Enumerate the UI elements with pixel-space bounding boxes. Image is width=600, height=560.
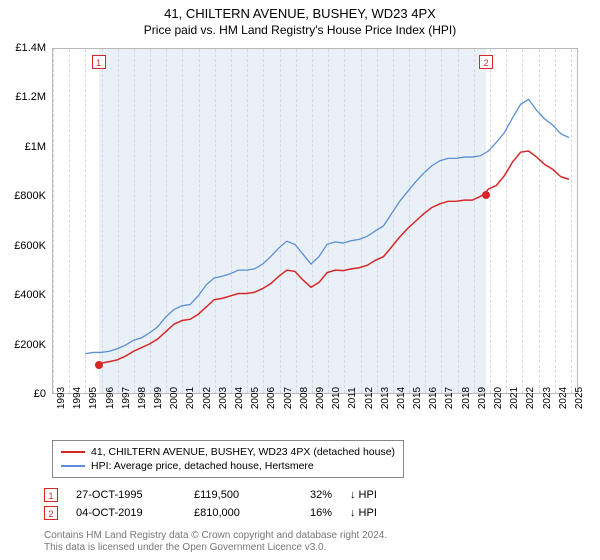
transaction-row: 2 04-OCT-2019 £810,000 16% ↓ HPI [44, 504, 377, 522]
marker-dot [95, 361, 103, 369]
y-tick-label: £1M [25, 141, 46, 153]
x-tick-label: 2016 [428, 387, 439, 409]
transaction-date: 27-OCT-1995 [76, 489, 176, 501]
transaction-pct: 16% [292, 507, 332, 519]
x-tick-label: 2018 [461, 387, 472, 409]
x-tick-label: 2007 [283, 387, 294, 409]
legend-swatch [61, 451, 85, 453]
x-tick-label: 2014 [396, 387, 407, 409]
transaction-marker: 2 [44, 506, 58, 520]
x-tick-label: 2012 [364, 387, 375, 409]
series-line [98, 151, 569, 364]
x-tick-label: 2004 [234, 387, 245, 409]
marker-label: 1 [92, 55, 106, 69]
x-tick-label: 2025 [574, 387, 585, 409]
legend-label: HPI: Average price, detached house, Hert… [91, 459, 314, 473]
legend-swatch [61, 465, 85, 467]
x-tick-label: 2020 [493, 387, 504, 409]
marker-label: 2 [479, 55, 493, 69]
x-tick-label: 1994 [72, 387, 83, 409]
x-tick-label: 2005 [250, 387, 261, 409]
x-tick-label: 2010 [331, 387, 342, 409]
y-tick-label: £200K [14, 339, 46, 351]
x-tick-label: 2017 [444, 387, 455, 409]
footer-line2: This data is licensed under the Open Gov… [44, 542, 387, 554]
transaction-marker: 1 [44, 488, 58, 502]
x-tick-label: 2023 [542, 387, 553, 409]
series-line [85, 99, 569, 353]
x-tick-label: 1999 [153, 387, 164, 409]
footer-attribution: Contains HM Land Registry data © Crown c… [44, 530, 387, 554]
x-tick-label: 1997 [121, 387, 132, 409]
x-tick-label: 1998 [137, 387, 148, 409]
y-tick-label: £0 [34, 388, 46, 400]
chart-subtitle: Price paid vs. HM Land Registry's House … [0, 23, 600, 37]
x-tick-label: 2019 [477, 387, 488, 409]
x-tick-label: 2003 [218, 387, 229, 409]
x-tick-label: 1995 [88, 387, 99, 409]
transaction-date: 04-OCT-2019 [76, 507, 176, 519]
lines-svg [53, 49, 577, 393]
x-tick-label: 2021 [509, 387, 520, 409]
x-tick-label: 2009 [315, 387, 326, 409]
x-tick-label: 2001 [185, 387, 196, 409]
x-tick-label: 1993 [56, 387, 67, 409]
x-tick-label: 2008 [299, 387, 310, 409]
transaction-pct: 32% [292, 489, 332, 501]
marker-dot [482, 191, 490, 199]
x-tick-label: 2024 [558, 387, 569, 409]
legend-item: HPI: Average price, detached house, Hert… [61, 459, 395, 473]
x-tick-label: 2015 [412, 387, 423, 409]
title-block: 41, CHILTERN AVENUE, BUSHEY, WD23 4PX Pr… [0, 0, 600, 37]
x-tick-label: 2011 [347, 387, 358, 409]
x-tick-label: 2006 [266, 387, 277, 409]
chart-title: 41, CHILTERN AVENUE, BUSHEY, WD23 4PX [0, 6, 600, 21]
y-tick-label: £600K [14, 240, 46, 252]
transaction-direction: ↓ HPI [350, 507, 377, 519]
x-axis: 1993199419951996199719981999200020012002… [52, 396, 578, 440]
y-tick-label: £400K [14, 289, 46, 301]
x-tick-label: 2000 [169, 387, 180, 409]
transaction-price: £810,000 [194, 507, 274, 519]
legend: 41, CHILTERN AVENUE, BUSHEY, WD23 4PX (d… [52, 440, 404, 478]
x-tick-label: 2002 [202, 387, 213, 409]
y-tick-label: £800K [14, 190, 46, 202]
footer-line1: Contains HM Land Registry data © Crown c… [44, 530, 387, 542]
y-axis: £0£200K£400K£600K£800K£1M£1.2M£1.4M [0, 48, 50, 394]
x-tick-label: 1996 [105, 387, 116, 409]
legend-label: 41, CHILTERN AVENUE, BUSHEY, WD23 4PX (d… [91, 445, 395, 459]
x-tick-label: 2022 [525, 387, 536, 409]
x-tick-label: 2013 [380, 387, 391, 409]
transactions-table: 1 27-OCT-1995 £119,500 32% ↓ HPI 2 04-OCT-2019… [44, 486, 377, 522]
y-tick-label: £1.2M [15, 91, 46, 103]
transaction-direction: ↓ HPI [350, 489, 377, 501]
transaction-price: £119,500 [194, 489, 274, 501]
transaction-row: 1 27-OCT-1995 £119,500 32% ↓ HPI [44, 486, 377, 504]
chart-container: 41, CHILTERN AVENUE, BUSHEY, WD23 4PX Pr… [0, 0, 600, 560]
plot-area: 12 [52, 48, 578, 394]
y-tick-label: £1.4M [15, 42, 46, 54]
legend-item: 41, CHILTERN AVENUE, BUSHEY, WD23 4PX (d… [61, 445, 395, 459]
